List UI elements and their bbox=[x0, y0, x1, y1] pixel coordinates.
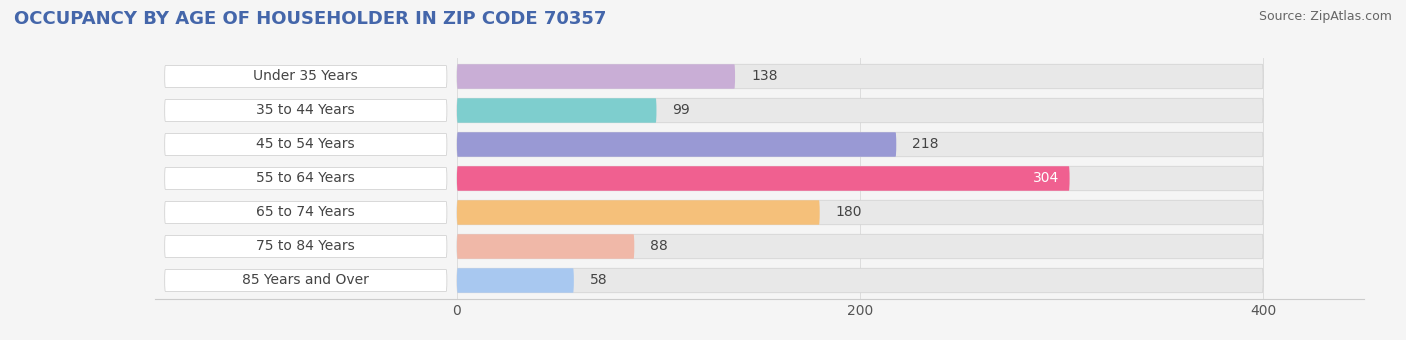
FancyBboxPatch shape bbox=[165, 66, 447, 87]
FancyBboxPatch shape bbox=[457, 64, 1263, 89]
Text: 218: 218 bbox=[912, 137, 939, 152]
Text: OCCUPANCY BY AGE OF HOUSEHOLDER IN ZIP CODE 70357: OCCUPANCY BY AGE OF HOUSEHOLDER IN ZIP C… bbox=[14, 10, 606, 28]
Text: 45 to 54 Years: 45 to 54 Years bbox=[256, 137, 356, 152]
FancyBboxPatch shape bbox=[165, 236, 447, 257]
Text: 58: 58 bbox=[591, 273, 607, 288]
FancyBboxPatch shape bbox=[457, 234, 634, 259]
Text: Source: ZipAtlas.com: Source: ZipAtlas.com bbox=[1258, 10, 1392, 23]
FancyBboxPatch shape bbox=[457, 132, 1263, 157]
Text: 180: 180 bbox=[835, 205, 862, 220]
Text: 138: 138 bbox=[751, 69, 778, 84]
FancyBboxPatch shape bbox=[457, 166, 1263, 191]
Text: 99: 99 bbox=[672, 103, 690, 118]
Text: 304: 304 bbox=[1033, 171, 1060, 186]
FancyBboxPatch shape bbox=[457, 98, 657, 123]
FancyBboxPatch shape bbox=[457, 64, 735, 89]
FancyBboxPatch shape bbox=[165, 168, 447, 189]
FancyBboxPatch shape bbox=[457, 234, 1263, 259]
FancyBboxPatch shape bbox=[457, 200, 1263, 225]
FancyBboxPatch shape bbox=[457, 268, 574, 293]
FancyBboxPatch shape bbox=[457, 200, 820, 225]
Text: 35 to 44 Years: 35 to 44 Years bbox=[256, 103, 356, 118]
Text: 55 to 64 Years: 55 to 64 Years bbox=[256, 171, 356, 186]
Text: 75 to 84 Years: 75 to 84 Years bbox=[256, 239, 356, 254]
FancyBboxPatch shape bbox=[457, 98, 1263, 123]
Text: 88: 88 bbox=[651, 239, 668, 254]
Text: 65 to 74 Years: 65 to 74 Years bbox=[256, 205, 356, 220]
FancyBboxPatch shape bbox=[457, 132, 896, 157]
FancyBboxPatch shape bbox=[457, 166, 1070, 191]
FancyBboxPatch shape bbox=[165, 270, 447, 291]
FancyBboxPatch shape bbox=[165, 100, 447, 121]
Text: Under 35 Years: Under 35 Years bbox=[253, 69, 359, 84]
FancyBboxPatch shape bbox=[165, 134, 447, 155]
FancyBboxPatch shape bbox=[457, 268, 1263, 293]
Text: 85 Years and Over: 85 Years and Over bbox=[242, 273, 370, 288]
FancyBboxPatch shape bbox=[165, 202, 447, 223]
